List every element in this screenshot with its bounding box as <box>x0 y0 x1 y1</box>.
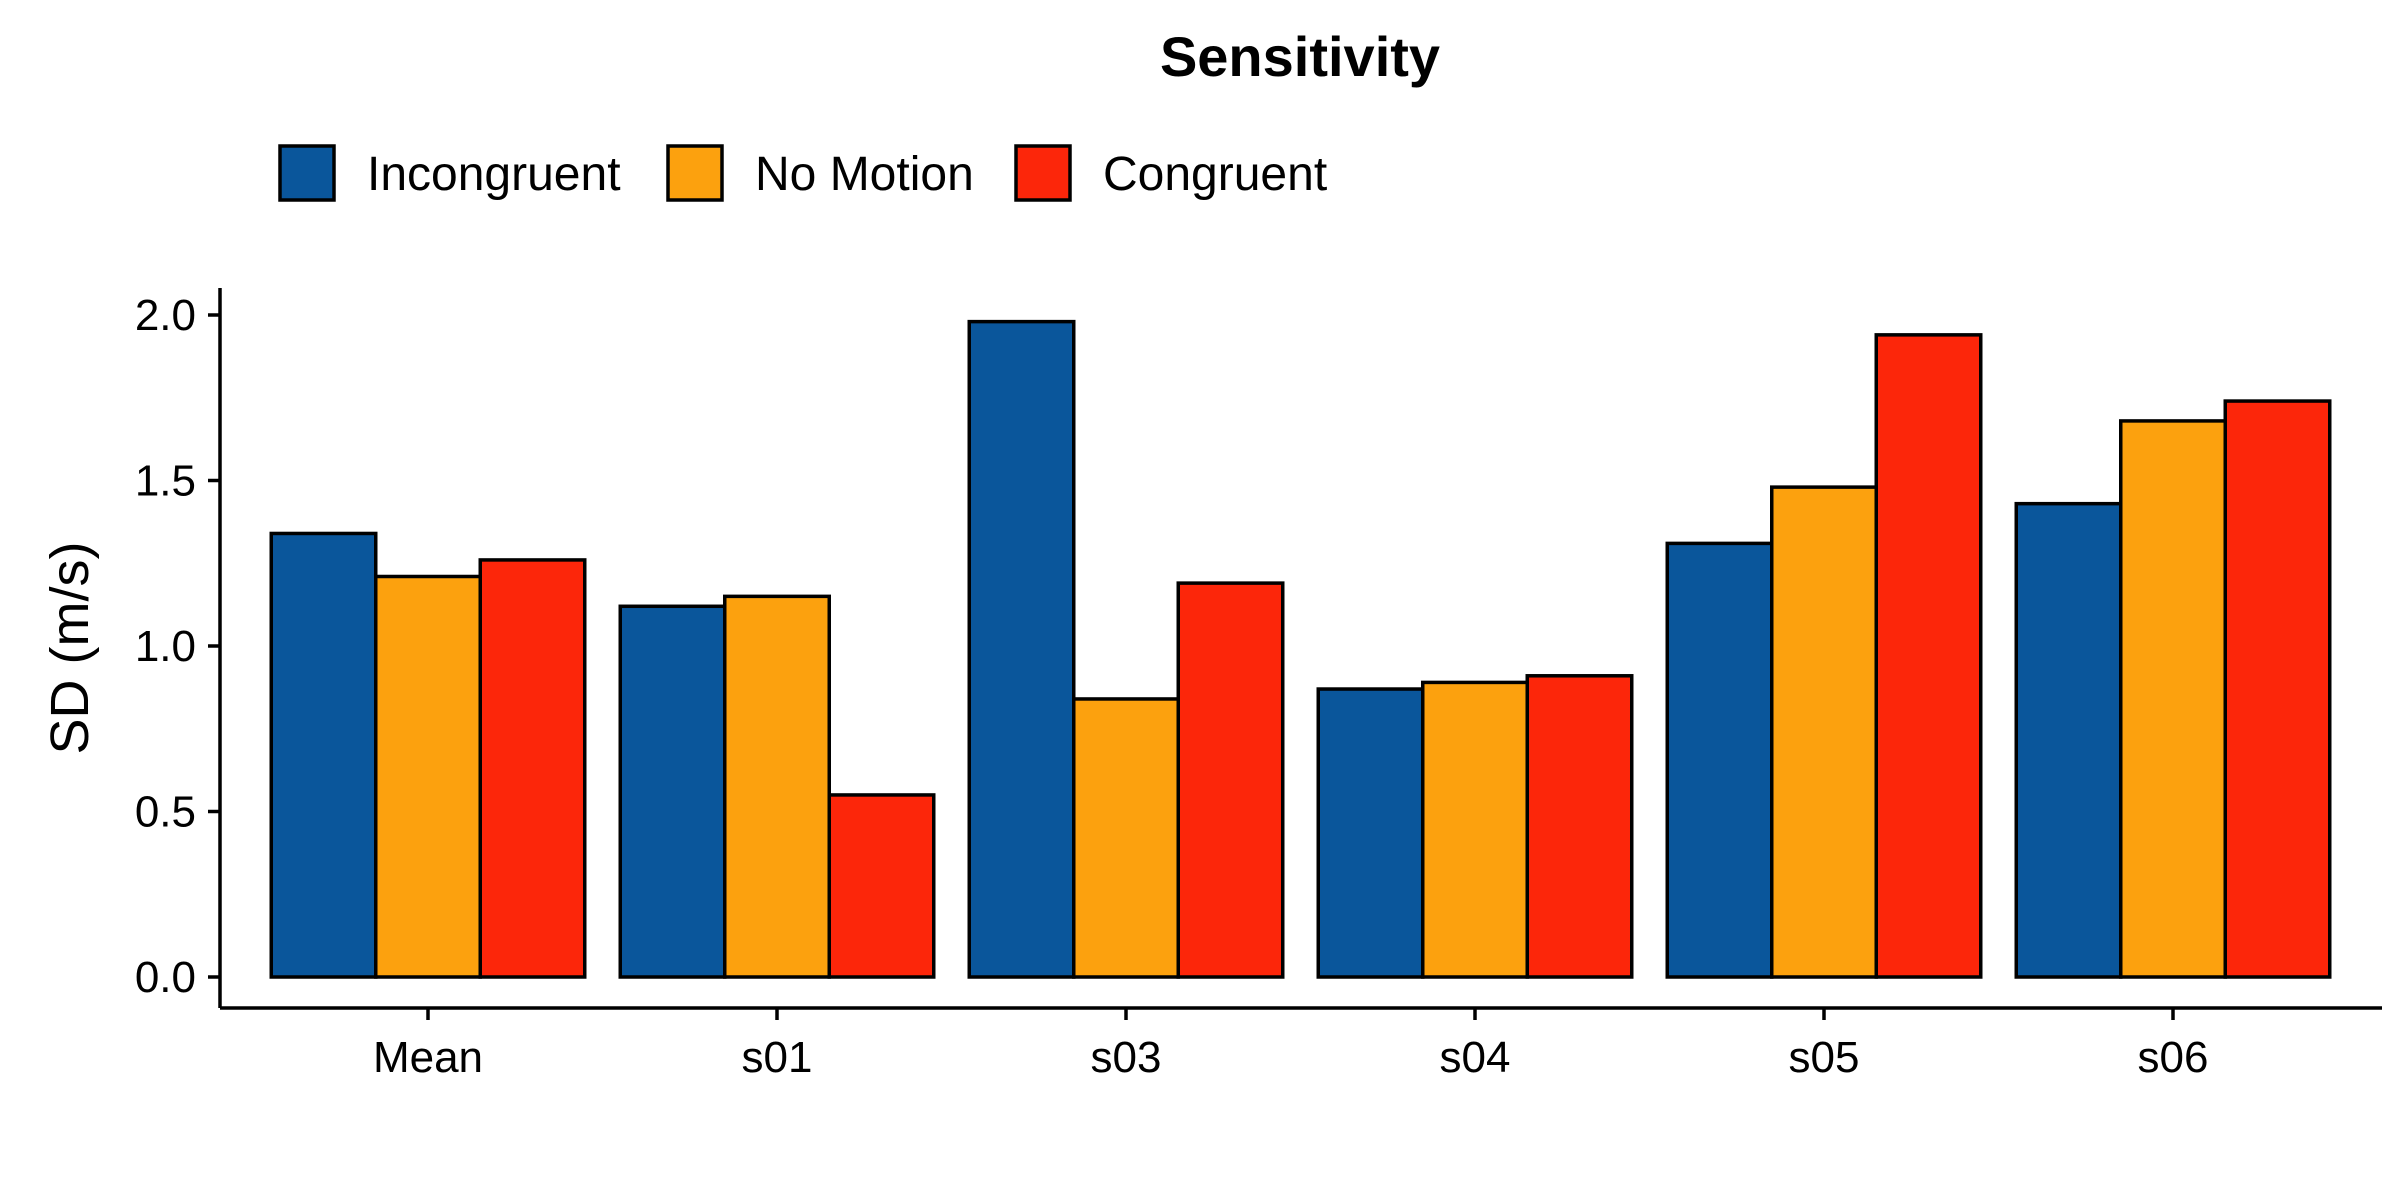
x-axis: Mean s01 s03 s04 s05 s06 <box>220 1006 2382 1082</box>
y-tick-label: 1.0 <box>135 622 196 671</box>
x-tick-label: s01 <box>742 1033 813 1082</box>
legend-swatch <box>278 144 336 202</box>
bars <box>269 319 2332 979</box>
bar-mean-congruent <box>478 558 587 979</box>
x-tick-label: s06 <box>2138 1033 2209 1082</box>
bar-s05-incongruent <box>1665 541 1774 979</box>
legend-label: Incongruent <box>367 148 621 201</box>
bar-s03-no-motion <box>1072 697 1180 979</box>
y-tick-label: 0.5 <box>135 788 196 837</box>
bar-s01-no-motion <box>723 594 831 979</box>
bar-mean-incongruent <box>269 531 378 979</box>
x-tick-label: Mean <box>373 1033 483 1082</box>
bar-s06-congruent <box>2223 399 2332 979</box>
bar-s05-no-motion <box>1770 485 1878 979</box>
bar-mean-no-motion <box>374 574 482 979</box>
bar-s04-incongruent <box>1316 687 1425 979</box>
bar-s06-incongruent <box>2014 501 2123 979</box>
legend-swatch <box>1014 144 1072 202</box>
y-tick-label: 1.5 <box>135 457 196 506</box>
bar-s03-congruent <box>1176 581 1285 979</box>
x-tick-label: s04 <box>1440 1033 1511 1082</box>
legend-item: Congruent <box>1014 144 1327 202</box>
y-axis: 0.0 0.5 1.0 1.5 2.0 <box>135 288 222 1008</box>
legend: Incongruent No Motion Congruent <box>278 144 1327 202</box>
y-tick-label: 2.0 <box>135 291 196 340</box>
bar-s04-no-motion <box>1421 680 1529 979</box>
legend-label: No Motion <box>755 148 974 201</box>
chart-title: Sensitivity <box>1160 25 1440 88</box>
y-axis-title: SD (m/s) <box>40 542 100 755</box>
bar-s01-congruent <box>827 793 936 979</box>
bar-s05-congruent <box>1874 333 1983 979</box>
legend-label: Congruent <box>1103 148 1327 201</box>
bar-s06-no-motion <box>2119 419 2227 979</box>
x-tick-label: s05 <box>1789 1033 1860 1082</box>
bar-s01-incongruent <box>618 604 727 979</box>
legend-item: Incongruent <box>278 144 621 202</box>
bar-s04-congruent <box>1525 674 1634 979</box>
y-tick-label: 0.0 <box>135 953 196 1002</box>
legend-item: No Motion <box>666 144 974 202</box>
x-tick-label: s03 <box>1091 1033 1162 1082</box>
legend-swatch <box>666 144 724 202</box>
bar-s03-incongruent <box>967 319 1076 979</box>
